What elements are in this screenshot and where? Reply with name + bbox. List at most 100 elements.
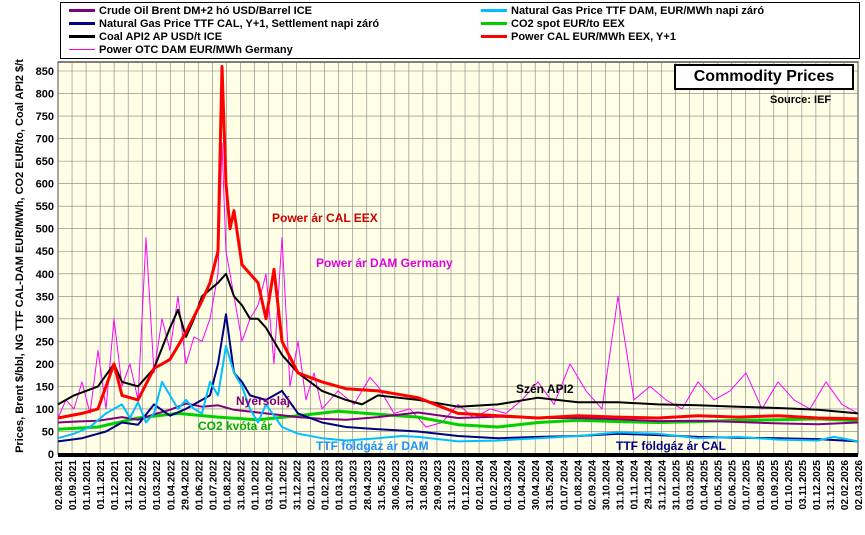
x-tick-label: 01.03.2024 <box>503 460 514 510</box>
y-tick-label: 450 <box>36 246 54 258</box>
y-tick-label: 850 <box>36 66 54 78</box>
legend-item-co2: CO2 spot EUR/to EEX <box>481 18 625 30</box>
x-tick-label: 01.02.2023 <box>321 460 332 510</box>
x-tick-label: 01.10.2021 <box>82 460 93 510</box>
y-axis-label: Prices, Brent $/bbl, NG TTF CAL-DAM EUR/… <box>14 59 26 453</box>
x-tick-label: 29.04.2022 <box>180 460 191 510</box>
x-tick-label: 01.03.2023 <box>335 460 346 510</box>
x-tick-label: 29.09.2023 <box>433 460 444 510</box>
x-tick-label: 31.05.2023 <box>377 460 388 510</box>
x-tick-label: 30.04.2024 <box>531 460 542 510</box>
x-tick-label: 29.11.2024 <box>643 460 654 510</box>
x-tick-label: 01.12.2021 <box>110 460 121 510</box>
series-line <box>57 344 859 443</box>
legend-item-brent: Crude Oil Brent DM+2 hó USD/Barrel ICE <box>69 5 312 17</box>
x-tick-label: 31.12.2021 <box>124 460 135 510</box>
series-line <box>57 65 859 421</box>
x-tick-label: 01.07.2022 <box>208 460 219 510</box>
x-tick-label: 28.04.2023 <box>363 460 374 510</box>
x-tick-label: 30.10.2024 <box>601 460 612 510</box>
y-tick-label: 0 <box>48 449 54 461</box>
x-tick-label: 31.12.2024 <box>658 460 669 510</box>
legend-item-power-cal: Power CAL EUR/MWh EEX, Y+1 <box>481 31 676 43</box>
x-tick-label: 01.11.2024 <box>629 460 640 510</box>
y-tick-label: 100 <box>36 404 54 416</box>
legend-swatch <box>69 8 95 12</box>
y-tick-label: 200 <box>36 359 54 371</box>
x-tick-label: 01.07.2024 <box>559 460 570 510</box>
chart-title: Commodity Prices <box>674 64 854 90</box>
x-tick-label: 02.08.2021 <box>54 460 65 510</box>
x-tick-label: 31.10.2023 <box>447 460 458 510</box>
x-tick-label: 01.08.2022 <box>222 460 233 510</box>
annotation-label: TTF földgáz ár CAL <box>616 439 726 453</box>
y-tick-label: 800 <box>36 89 54 101</box>
legend-item-coal: Coal API2 AP USD/t ICE <box>69 31 222 43</box>
x-tick-label: 01.11.2022 <box>279 460 290 510</box>
x-tick-label: 30.06.2023 <box>391 460 402 510</box>
annotation-label: Szén API2 <box>516 382 574 396</box>
legend-item-power-dam: Power OTC DAM EUR/MWh Germany <box>69 44 293 56</box>
annotation-label: Nyersolaj <box>236 394 290 408</box>
series-line <box>57 142 859 428</box>
legend-swatch <box>481 34 507 38</box>
legend: Crude Oil Brent DM+2 hó USD/Barrel ICE N… <box>60 2 860 59</box>
chart-source: Source: IEF <box>770 94 832 106</box>
legend-swatch <box>69 21 95 25</box>
legend-item-ttf-dam: Natural Gas Price TTF DAM, EUR/MWh napi … <box>481 5 764 17</box>
series-line <box>57 313 859 443</box>
x-tick-label: 31.10.2024 <box>615 460 626 510</box>
x-tick-label: 31.07.2023 <box>405 460 416 510</box>
x-tick-label: 01.12.2025 <box>812 460 823 510</box>
y-tick-label: 650 <box>36 156 54 168</box>
x-tick-label: 01.04.2022 <box>166 460 177 510</box>
y-tick-label: 250 <box>36 336 54 348</box>
x-tick-label: 01.08.2024 <box>573 460 584 510</box>
x-tick-label: 03.11.2025 <box>798 460 809 510</box>
x-tick-label: 01.09.2025 <box>770 460 781 510</box>
x-tick-label: 31.05.2024 <box>545 460 556 510</box>
legend-swatch <box>69 34 95 38</box>
x-tick-label: 02.03.2026 <box>854 460 865 510</box>
x-tick-label: 01.02.2024 <box>489 460 500 510</box>
x-tick-label: 03.03.2025 <box>686 460 697 510</box>
x-tick-label: 01.10.2025 <box>784 460 795 510</box>
y-tick-label: 150 <box>36 381 54 393</box>
series-line <box>57 402 859 426</box>
x-tick-label: 01.11.2021 <box>96 460 107 510</box>
x-tick-label: 02.06.2025 <box>728 460 739 510</box>
y-tick-label: 750 <box>36 111 54 123</box>
y-tick-label: 300 <box>36 314 54 326</box>
y-tick-label: 350 <box>36 291 54 303</box>
annotation-label: Power ár DAM Germany <box>316 256 453 270</box>
x-tick-label: 31.12.2022 <box>293 460 304 510</box>
x-tick-label: 01.10.2022 <box>250 460 261 510</box>
legend-swatch <box>481 21 507 25</box>
x-tick-label: 01.08.2025 <box>756 460 767 510</box>
x-tick-label: 01.05.2025 <box>714 460 725 510</box>
x-tick-label: 02.01.2023 <box>307 460 318 510</box>
x-tick-label: 01.04.2025 <box>700 460 711 510</box>
legend-item-ttf-cal: Natural Gas Price TTF CAL, Y+1, Settleme… <box>69 18 379 30</box>
legend-swatch <box>481 8 507 12</box>
x-tick-label: 02.01.2024 <box>475 460 486 510</box>
plot-area <box>57 61 859 455</box>
annotation-label: TTF földgáz ár DAM <box>316 439 429 453</box>
x-tick-label: 01.09.2021 <box>68 460 79 510</box>
x-tick-label: 03.10.2022 <box>265 460 276 510</box>
x-tick-label: 01.02.2022 <box>138 460 149 510</box>
x-tick-label: 01.06.2022 <box>194 460 205 510</box>
y-tick-label: 600 <box>36 179 54 191</box>
x-tick-label: 01.03.2022 <box>152 460 163 510</box>
y-tick-label: 400 <box>36 269 54 281</box>
y-tick-label: 50 <box>42 426 54 438</box>
x-tick-label: 02.09.2024 <box>587 460 598 510</box>
x-tick-label: 01.04.2024 <box>517 460 528 510</box>
y-tick-label: 550 <box>36 201 54 213</box>
x-tick-label: 01.12.2023 <box>461 460 472 510</box>
annotation-label: CO2 kvóta ár <box>198 419 272 433</box>
x-tick-label: 02.02.2026 <box>840 460 851 510</box>
x-tick-label: 01.07.2025 <box>742 460 753 510</box>
legend-swatch <box>69 48 95 50</box>
